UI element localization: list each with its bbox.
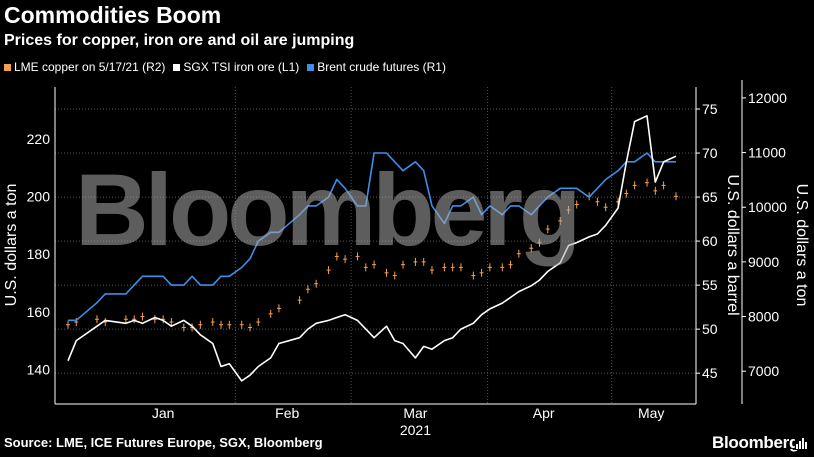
source-note: Source: LME, ICE Futures Europe, SGX, Bl… [4, 435, 323, 450]
right1-tick-label: 65 [702, 189, 718, 205]
left-tick-label: 180 [27, 246, 51, 262]
chart-icon [795, 436, 809, 450]
right2-tick-label: 11000 [748, 145, 786, 161]
x-tick-label: Jan [152, 405, 175, 421]
legend-item-copper: LME copper on 5/17/21 (R2) [4, 60, 165, 74]
bloomberg-logo: Bloomberg [712, 433, 800, 452]
x-tick-label: May [638, 405, 664, 421]
right2-tick-label: 8000 [748, 309, 779, 325]
legend-label-iron: SGX TSI iron ore (L1) [183, 60, 300, 74]
left-tick-label: 200 [27, 189, 51, 205]
right2-tick-label: 9000 [748, 254, 779, 270]
chart-subtitle: Prices for copper, iron ore and oil are … [4, 32, 355, 49]
left-tick-label: 140 [27, 361, 51, 377]
brent-line [68, 152, 676, 322]
legend-item-iron: SGX TSI iron ore (L1) [173, 60, 299, 74]
iron-ore-line [67, 115, 677, 382]
right2-tick-label: 7000 [748, 363, 779, 379]
legend-swatch-brent [307, 63, 315, 71]
legend-swatch-copper [4, 63, 11, 71]
legend-item-brent: Brent crude futures (R1) [307, 60, 446, 74]
legend-swatch-iron [173, 63, 181, 71]
right2-tick-label: 12000 [748, 90, 787, 106]
right1-axis-title: U.S. dollars a barrel [724, 174, 741, 315]
legend-label-copper: LME copper on 5/17/21 (R2) [14, 60, 166, 74]
x-year-label: 2021 [400, 422, 431, 438]
right2-axis-title: U.S. dollars a ton [793, 184, 810, 307]
x-tick-label: Apr [533, 405, 555, 421]
right1-tick-label: 60 [702, 233, 718, 249]
right1-tick-label: 55 [702, 277, 718, 293]
x-tick-label: Feb [275, 405, 299, 421]
right1-tick-label: 70 [702, 145, 718, 161]
left-tick-label: 160 [27, 304, 51, 320]
legend: LME copper on 5/17/21 (R2) SGX TSI iron … [4, 60, 446, 74]
chart-title: Commodities Boom [4, 2, 222, 28]
left-tick-label: 220 [27, 131, 51, 147]
right1-tick-label: 75 [702, 101, 718, 117]
right1-tick-label: 45 [702, 365, 718, 381]
x-tick-label: Mar [403, 405, 427, 421]
left-axis-title: U.S. dollars a ton [3, 184, 20, 307]
right1-tick-label: 50 [702, 321, 718, 337]
right2-tick-label: 10000 [748, 199, 787, 215]
legend-label-brent: Brent crude futures (R1) [317, 60, 446, 74]
